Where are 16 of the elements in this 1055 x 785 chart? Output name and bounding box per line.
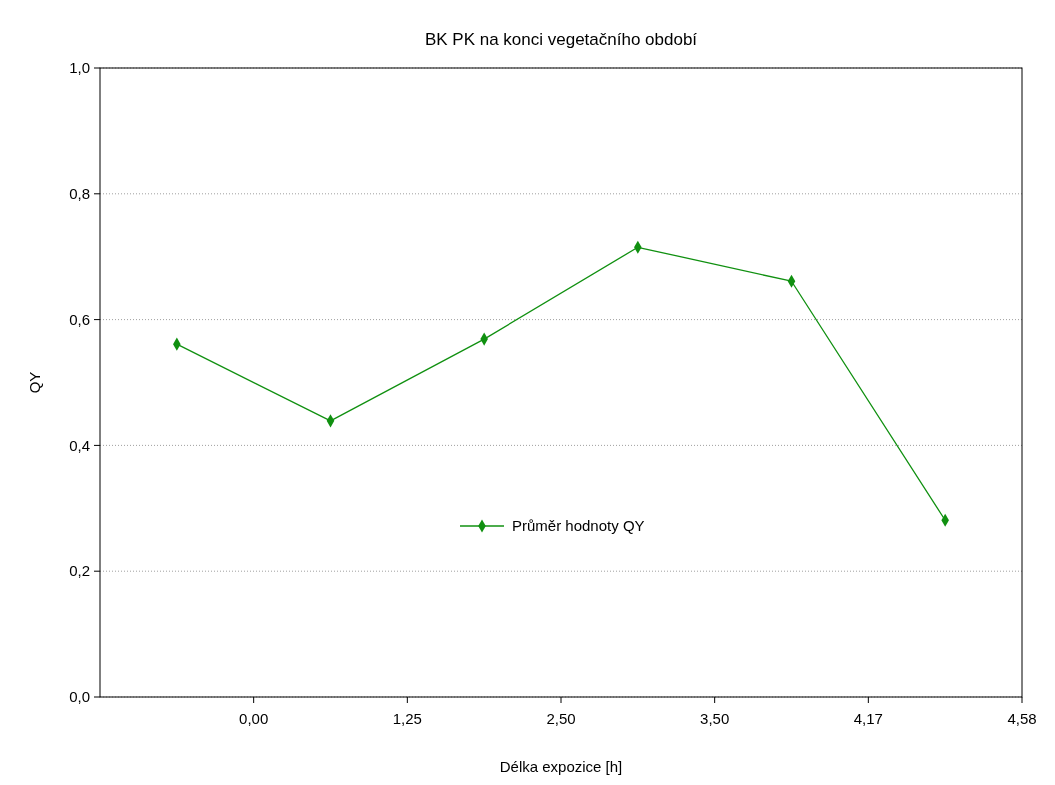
text: 4,58 — [1007, 710, 1037, 727]
y-tick-label: 0,6 — [69, 310, 90, 328]
text: 4,17 — [853, 710, 883, 727]
text: 2,50 — [546, 710, 576, 727]
x-axis-title: Délka expozice [h] — [499, 758, 623, 775]
text: 3,50 — [700, 710, 730, 727]
legend-label: Průměr hodnoty QY — [512, 517, 645, 535]
text: 0,00 — [239, 710, 269, 727]
y-tick-label: 0,2 — [69, 562, 90, 580]
y-axis-title: QY — [26, 371, 43, 394]
text: 1,25 — [392, 710, 422, 727]
y-tick-label: 1,0 — [69, 59, 90, 77]
y-tick-label: 0,8 — [69, 185, 90, 203]
y-tick-label: 0,0 — [69, 688, 90, 706]
chart-title: BK PK na konci vegetačního období — [424, 30, 698, 49]
y-tick-label: 0,4 — [69, 436, 90, 454]
